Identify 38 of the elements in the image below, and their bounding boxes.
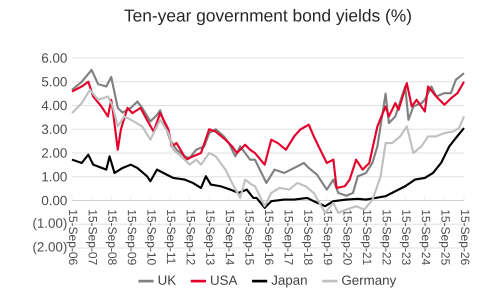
x-tick-label: 15-Sep-14 [223,210,234,265]
y-tick-label: 4.00 [42,100,67,110]
x-tick-label: 15-Sep-23 [400,210,411,265]
x-tick-label: 15-Sep-16 [262,210,274,265]
x-tick-label: 15-Sep-11 [164,210,176,264]
x-tick-label: 15-Sep-06 [66,210,78,265]
x-tick-label: 15-Sep-07 [86,210,98,265]
x-tick-label: 15-Sep-15 [242,210,254,265]
x-tick-label: 15-Sep-22 [380,210,392,265]
legend-label: Germany [342,275,396,288]
x-tick-label: 15-Sep-09 [125,210,136,265]
y-tick-label: 6.00 [42,53,67,63]
y-tick-label: (2.00) [33,242,66,254]
line-series [70,68,466,197]
x-tick-label: 15-Sep-13 [204,210,215,265]
line-series [70,127,466,209]
x-tick-label: 15-Sep-24 [419,210,430,265]
legend-label: USA [211,275,238,285]
legend-label: Japan [271,276,307,288]
x-tick-label: 15-Sep-20 [340,210,352,265]
line-series [70,80,466,189]
chart-title: Ten-year government bond yields (%) [124,8,411,26]
x-tick-label: 15-Sep-10 [144,210,156,265]
x-tick-label: 15-Sep-18 [302,210,313,265]
y-tick-label: 2.00 [42,148,67,158]
x-tick-label: 15-Sep-25 [438,210,450,265]
x-tick-label: 15-Sep-21 [360,210,372,265]
x-tick-label: 15-Sep-26 [458,210,470,265]
y-tick-label: 1.00 [42,172,67,182]
x-tick-label: 15-Sep-17 [282,210,294,265]
legend-label: UK [158,276,176,285]
y-tick-label: 5.00 [42,77,67,86]
x-tick-label: 15-Sep-19 [321,210,332,265]
y-tick-label: 0.00 [42,196,67,206]
x-tick-label: 15-Sep-08 [106,210,117,265]
y-tick-label: 3.00 [42,124,67,134]
y-tick-label: (1.00) [33,218,66,230]
x-tick-label: 15-Sep-12 [184,210,196,265]
